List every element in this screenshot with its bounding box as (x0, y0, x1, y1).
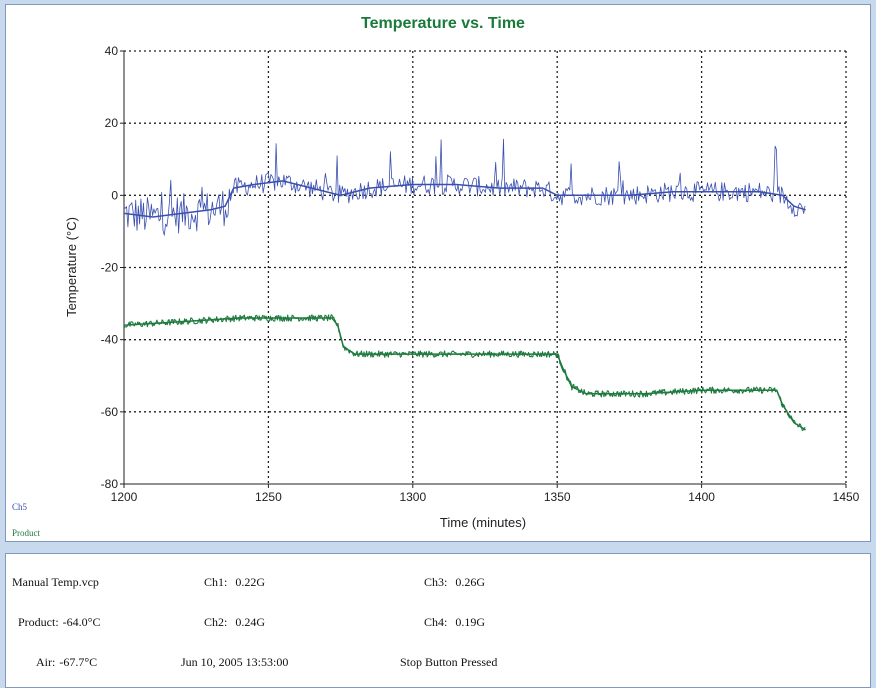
series-lines (123, 138, 806, 432)
ch2-reading: Ch2: 0.24G (204, 615, 265, 630)
ch3-value: 0.26G (455, 575, 486, 589)
axes: 1200 1250 1300 1350 1400 1450 40 20 0 -20 -40 -60 -8… (101, 44, 860, 504)
series-line (123, 180, 806, 218)
x-tick-label: 1300 (399, 490, 426, 504)
legend-product: Product (12, 528, 40, 538)
series-ch5 (123, 138, 806, 236)
ch1-label: Ch1: (204, 575, 228, 589)
ch4-label: Ch4: (424, 615, 448, 629)
series-noise (123, 314, 806, 432)
legend-ch5: Ch5 (12, 502, 28, 512)
grid (124, 50, 847, 484)
air-temp: Air: -67.7°C (36, 655, 97, 670)
y-tick-label: -60 (101, 405, 119, 419)
y-tick-label: -80 (101, 477, 119, 491)
y-tick-label: 0 (111, 188, 118, 202)
y-tick-label: -20 (101, 261, 119, 275)
info-panel: Manual Temp.vcp Product: -64.0°C Air: -67.… (5, 553, 871, 688)
y-tick-label: 40 (105, 44, 119, 58)
x-tick-label: 1450 (833, 490, 860, 504)
series-product (123, 314, 806, 432)
x-tick-label: 1250 (255, 490, 282, 504)
x-axis-label: Time (minutes) (440, 515, 526, 530)
ch4-value: 0.19G (455, 615, 486, 629)
series-noise (123, 138, 806, 236)
chart-panel: Temperature vs. Time 1200 1250 1300 1350 140… (5, 4, 871, 542)
product-temp-value: -64.0°C (62, 615, 101, 629)
y-tick-label: -40 (101, 333, 119, 347)
ch2-value: 0.24G (235, 615, 266, 629)
x-tick-label: 1350 (544, 490, 571, 504)
x-tick-label: 1400 (688, 490, 715, 504)
temperature-chart: Temperature vs. Time 1200 1250 1300 1350 140… (64, 15, 860, 530)
ch3-label: Ch3: (424, 575, 448, 589)
ch1-reading: Ch1: 0.22G (204, 575, 265, 590)
y-tick-label: 20 (105, 116, 119, 130)
x-tick-label: 1200 (111, 490, 138, 504)
ch3-reading: Ch3: 0.26G (424, 575, 485, 590)
y-axis-label: Temperature (°C) (64, 217, 79, 317)
product-temp: Product: -64.0°C (18, 615, 100, 630)
ch1-value: 0.22G (235, 575, 266, 589)
ch4-reading: Ch4: 0.19G (424, 615, 485, 630)
chart-title: Temperature vs. Time (361, 15, 525, 32)
ch2-label: Ch2: (204, 615, 228, 629)
status-text: Stop Button Pressed (400, 655, 498, 669)
product-temp-label: Product: (18, 615, 59, 629)
series-line (123, 317, 806, 431)
air-temp-value: -67.7°C (59, 655, 98, 669)
datetime: Jun 10, 2005 13:53:00 (181, 655, 289, 669)
air-temp-label: Air: (36, 655, 56, 669)
filename: Manual Temp.vcp (12, 575, 99, 589)
